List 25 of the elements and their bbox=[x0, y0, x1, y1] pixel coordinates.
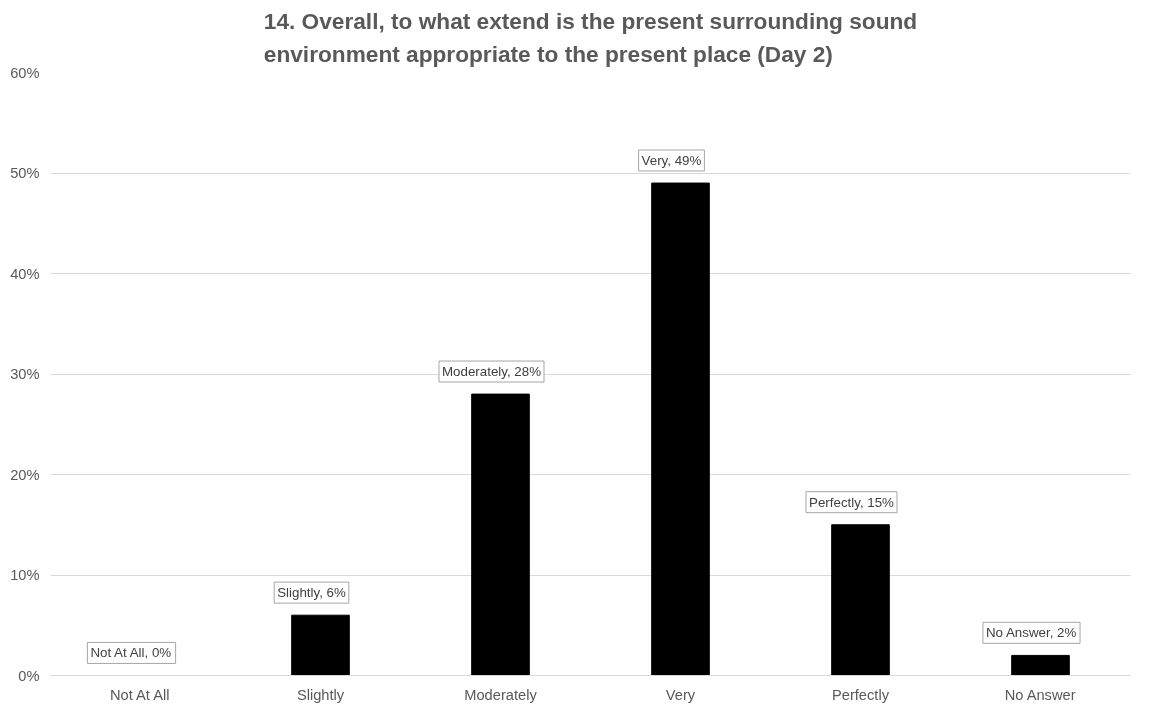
y-tick-label: 60% bbox=[10, 64, 40, 81]
chart-title: 14. Overall, to what extend is the present surrounding sound environment appropriate to the present place (Day 2) bbox=[263, 7, 918, 68]
bar bbox=[1011, 654, 1070, 676]
data-label: Perfectly, 15% bbox=[809, 494, 895, 510]
y-tick-label: 10% bbox=[10, 567, 40, 583]
y-tick-label: 30% bbox=[10, 366, 40, 382]
bar bbox=[471, 393, 530, 676]
x-tick-label: Moderately bbox=[464, 686, 538, 703]
y-tick-label: 0% bbox=[18, 667, 40, 684]
y-tick-label: 50% bbox=[10, 165, 40, 181]
data-label: Slightly, 6% bbox=[277, 585, 346, 601]
data-label: Moderately, 28% bbox=[441, 364, 542, 380]
bar bbox=[651, 182, 710, 676]
y-tick-label: 20% bbox=[10, 466, 40, 483]
bar bbox=[831, 524, 890, 676]
x-tick-label: Perfectly bbox=[831, 686, 890, 703]
x-tick-label: Not At All bbox=[109, 686, 170, 703]
data-label: Not At All, 0% bbox=[90, 645, 172, 661]
data-label: No Answer, 2% bbox=[985, 625, 1077, 641]
bar bbox=[291, 614, 350, 676]
x-tick-label: No Answer bbox=[1004, 686, 1076, 703]
data-label: Very, 49% bbox=[641, 152, 702, 168]
x-tick-label: Slightly bbox=[296, 686, 345, 703]
x-tick-label: Very bbox=[665, 686, 696, 703]
y-tick-label: 40% bbox=[10, 265, 40, 282]
